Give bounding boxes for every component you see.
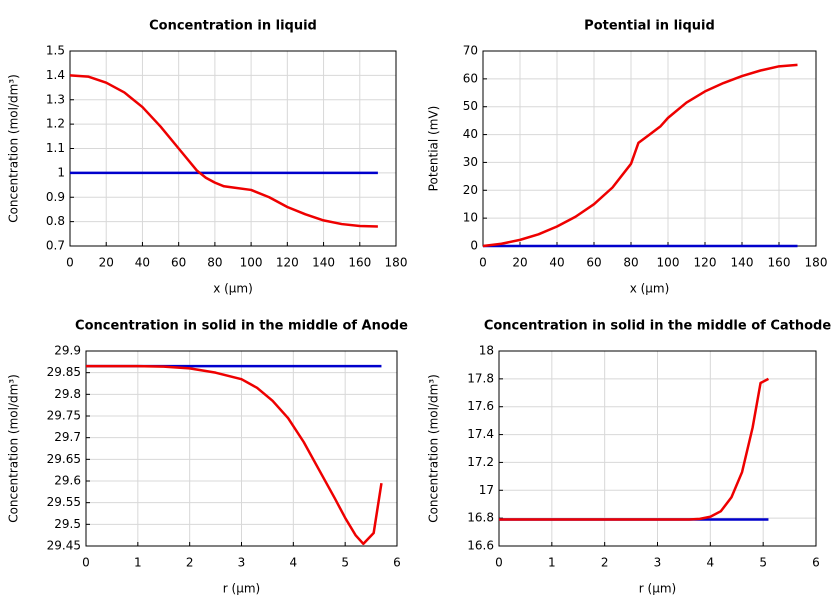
chart-title: Concentration in solid in the middle of … [484,319,832,334]
x-tick-label: 120 [276,256,299,270]
y-tick-label: 29.6 [54,474,81,488]
y-tick-label: 40 [463,127,478,141]
y-tick-label: 1.5 [46,44,65,58]
x-tick-label: 1 [548,556,556,570]
x-tick-label: 3 [654,556,662,570]
y-tick-label: 1.3 [46,92,65,106]
y-tick-label: 60 [463,71,478,85]
y-axis-label: Potential (mV) [427,106,441,192]
plot-frame [482,50,817,247]
y-tick-label: 10 [463,211,478,225]
y-tick-label: 29.45 [47,539,81,553]
x-tick-label: 0 [495,556,503,570]
y-tick-label: 17 [479,483,494,497]
y-tick-label: 17.6 [467,399,494,413]
series-line [499,377,770,521]
y-tick-label: 29.8 [54,387,81,401]
x-axis-label: r (µm) [639,582,676,596]
x-axis-label: x (µm) [213,282,253,296]
series-line [482,63,798,248]
y-axis-label: Concentration (mol/dm³) [427,374,441,523]
y-tick-label: 0 [470,239,478,253]
y-tick-label: 1.2 [46,117,65,131]
y-axis-label: Concentration (mol/dm³) [7,374,21,523]
y-axis-label: Concentration (mol/dm³) [7,74,21,223]
series-line [69,74,378,228]
y-tick-label: 17.8 [467,371,494,385]
y-tick-label: 29.5 [54,517,81,531]
series-line [86,364,383,546]
y-tick-label: 70 [463,44,478,58]
x-tick-label: 100 [657,256,680,270]
x-tick-label: 60 [171,256,186,270]
y-tick-label: 16.8 [467,511,494,525]
x-tick-label: 140 [312,256,335,270]
plot-frame [69,50,397,247]
x-tick-label: 40 [135,256,150,270]
y-tick-label: 29.75 [47,409,81,423]
x-tick-label: 4 [707,556,715,570]
y-tick-label: 1.4 [46,68,65,82]
x-tick-label: 100 [240,256,263,270]
x-tick-label: 160 [348,256,371,270]
x-tick-label: 0 [479,256,487,270]
y-tick-label: 50 [463,99,478,113]
x-tick-label: 160 [768,256,791,270]
x-tick-label: 140 [731,256,754,270]
x-tick-label: 2 [601,556,609,570]
y-tick-label: 30 [463,155,478,169]
chart-title: Concentration in solid in the middle of … [75,319,408,334]
y-tick-label: 1.1 [46,141,65,155]
x-tick-label: 180 [805,256,828,270]
x-tick-label: 3 [238,556,246,570]
y-tick-label: 0.9 [46,190,65,204]
x-tick-label: 20 [512,256,527,270]
y-tick-label: 17.4 [467,427,494,441]
y-tick-label: 29.65 [47,452,81,466]
x-tick-label: 180 [385,256,408,270]
plot-frame [85,350,398,547]
x-tick-label: 5 [759,556,767,570]
x-tick-label: 120 [694,256,717,270]
x-axis-label: r (µm) [223,582,260,596]
chart-title: Concentration in liquid [149,19,317,34]
x-tick-label: 20 [99,256,114,270]
plot-frame [498,350,817,547]
x-tick-label: 4 [290,556,298,570]
x-tick-label: 2 [186,556,194,570]
y-tick-label: 29.9 [54,344,81,358]
y-tick-label: 0.8 [46,214,65,228]
x-tick-label: 6 [812,556,820,570]
y-tick-label: 29.55 [47,495,81,509]
y-tick-label: 17.2 [467,455,494,469]
x-tick-label: 6 [393,556,401,570]
chart-title: Potential in liquid [584,19,715,34]
x-tick-label: 0 [82,556,90,570]
x-tick-label: 80 [207,256,222,270]
x-tick-label: 80 [623,256,638,270]
y-tick-label: 18 [479,344,494,358]
y-tick-label: 1 [57,165,65,179]
x-tick-label: 40 [549,256,564,270]
x-tick-label: 5 [341,556,349,570]
x-tick-label: 60 [586,256,601,270]
y-tick-label: 0.7 [46,239,65,253]
y-tick-label: 29.7 [54,430,81,444]
y-tick-label: 29.85 [47,365,81,379]
x-tick-label: 0 [66,256,74,270]
x-tick-label: 1 [134,556,142,570]
y-tick-label: 20 [463,183,478,197]
y-tick-label: 16.6 [467,539,494,553]
x-axis-label: x (µm) [630,282,670,296]
